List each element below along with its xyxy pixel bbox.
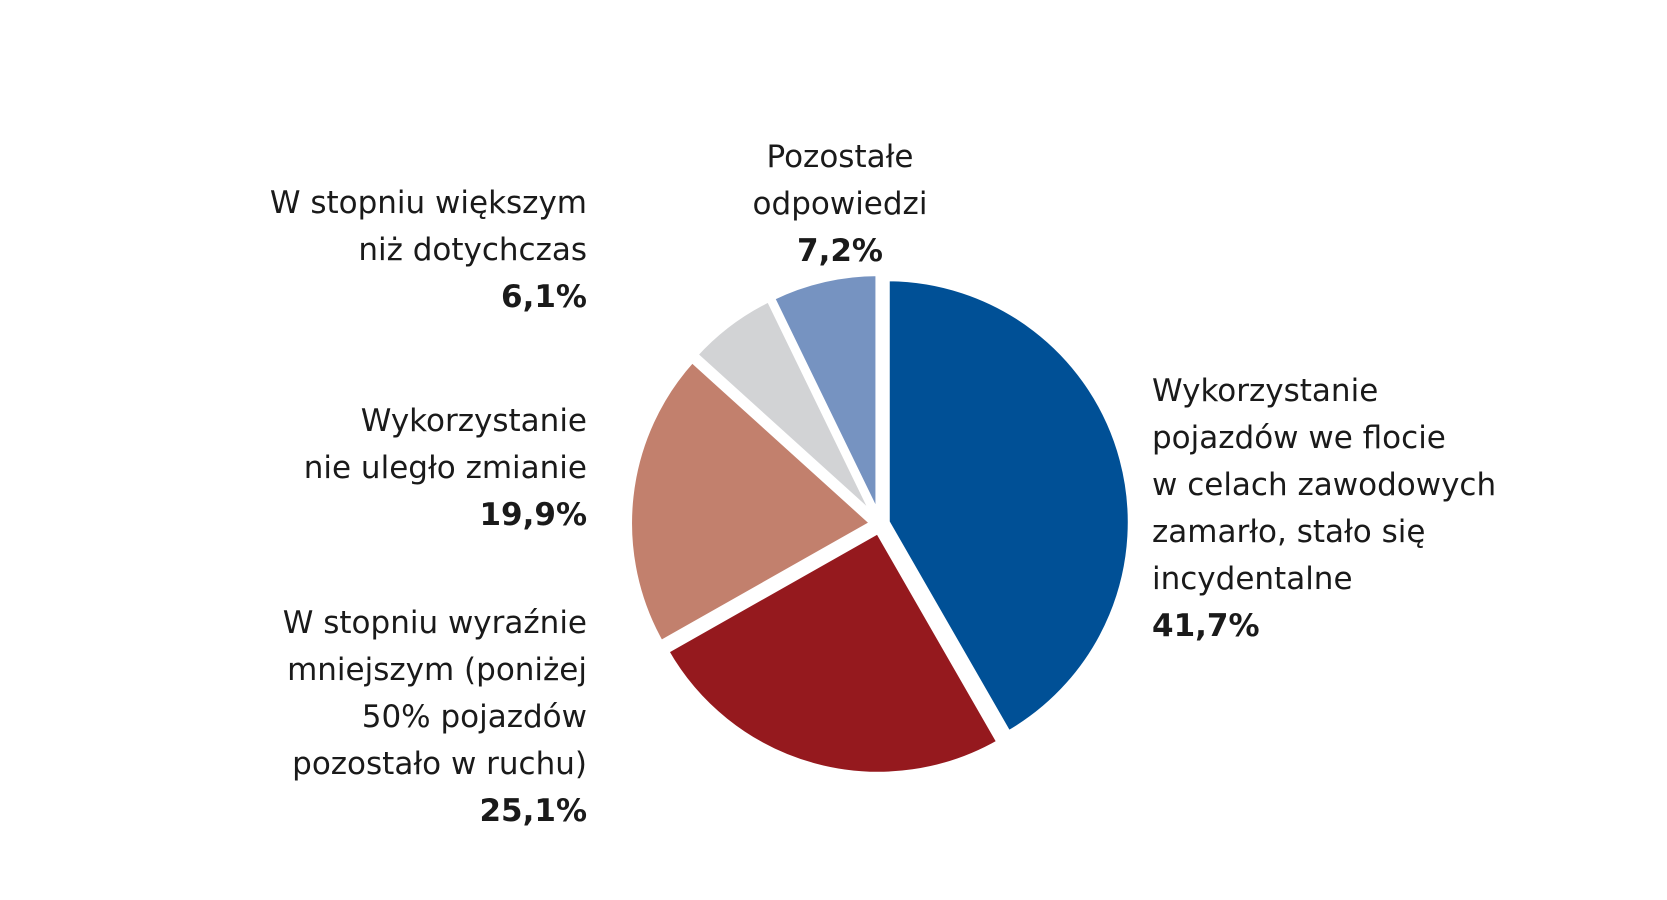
- label-slice-4: Pozostałe odpowiedzi 7,2%: [660, 134, 1020, 275]
- label-slice-1-line-1: mniejszym (poniżej: [287, 652, 587, 688]
- value-label-slice-0: 41,7%: [1152, 608, 1260, 644]
- label-slice-4-line-0: Pozostałe: [766, 139, 914, 175]
- pie-slice-0: [883, 275, 1134, 738]
- label-slice-2-line-0: Wykorzystanie: [360, 403, 587, 439]
- pie-slice-1: [661, 526, 1004, 778]
- label-slice-3-line-1: niż dotychczas: [358, 232, 587, 268]
- pie-slice-4: [767, 270, 882, 519]
- label-slice-1-line-3: pozostało w ruchu): [292, 746, 587, 782]
- label-slice-0-line-1: pojazdów we flocie: [1152, 420, 1446, 456]
- label-slice-4-line-1: odpowiedzi: [752, 186, 928, 222]
- pie-slice-2: [626, 355, 879, 648]
- label-slice-1-line-2: 50% pojazdów: [361, 699, 587, 735]
- label-slice-3: W stopniu większym niż dotychczas 6,1%: [270, 180, 587, 321]
- label-slice-0-line-3: zamarło, stało się: [1152, 514, 1426, 550]
- label-slice-0-line-2: w celach zawodowych: [1152, 467, 1497, 503]
- value-label-slice-2: 19,9%: [479, 497, 587, 533]
- label-slice-1-line-0: W stopniu wyraźnie: [282, 605, 587, 641]
- label-slice-0-line-0: Wykorzystanie: [1152, 373, 1379, 409]
- label-slice-3-line-0: W stopniu większym: [269, 185, 587, 221]
- label-slice-2: Wykorzystanie nie uległo zmianie 19,9%: [304, 398, 587, 539]
- label-slice-0-line-4: incydentalne: [1152, 561, 1353, 597]
- value-label-slice-4: 7,2%: [797, 233, 883, 269]
- value-label-slice-3: 6,1%: [501, 279, 587, 315]
- label-slice-1: W stopniu wyraźnie mniejszym (poniżej 50…: [283, 600, 587, 835]
- label-slice-0: Wykorzystanie pojazdów we flocie w celac…: [1152, 368, 1496, 650]
- label-slice-2-line-1: nie uległo zmianie: [303, 450, 587, 486]
- value-label-slice-1: 25,1%: [479, 793, 587, 829]
